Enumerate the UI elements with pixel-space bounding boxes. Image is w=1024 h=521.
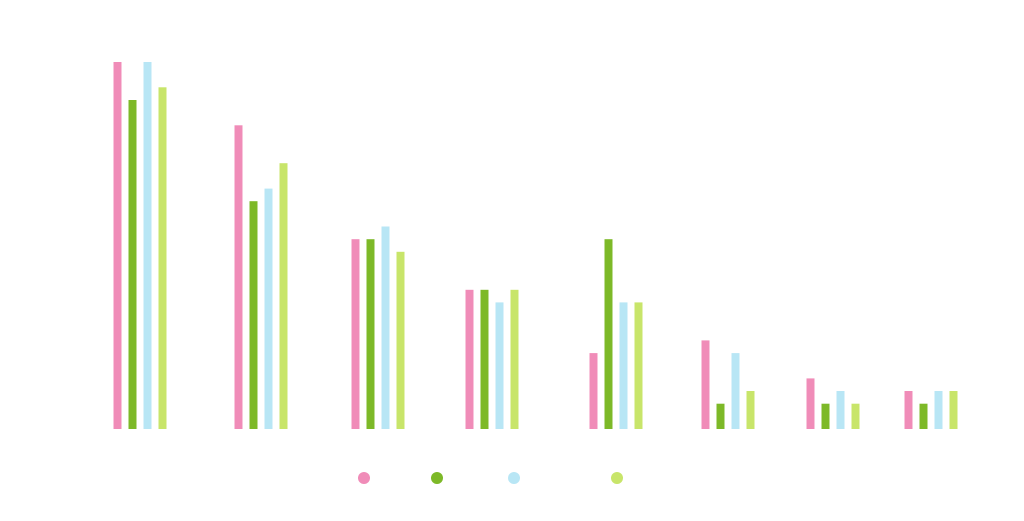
bar-s2-c4 <box>480 289 489 429</box>
legend-item-4 <box>611 472 623 484</box>
bar-s4-c4 <box>510 289 519 429</box>
legend <box>358 472 623 484</box>
bar-s3-c1 <box>143 62 152 429</box>
bar-s1-c3 <box>351 239 360 429</box>
bar-s3-c5 <box>619 302 628 429</box>
bar-s3-c7 <box>836 391 845 429</box>
legend-item-3 <box>508 472 520 484</box>
legend-marker-2 <box>431 472 443 484</box>
bar-s2-c2 <box>249 201 258 429</box>
bar-s1-c2 <box>234 125 243 430</box>
legend-marker-1 <box>358 472 370 484</box>
bar-s4-c8 <box>949 391 958 429</box>
bar-s3-c8 <box>934 391 943 429</box>
legend-item-2 <box>431 472 443 484</box>
bar-s3-c3 <box>381 226 390 429</box>
bar-s3-c2 <box>264 188 273 429</box>
bar-s4-c2 <box>279 163 288 429</box>
bar-s1-c8 <box>904 391 913 429</box>
bar-s4-c7 <box>851 403 860 429</box>
bar-s2-c3 <box>366 239 375 429</box>
legend-marker-4 <box>611 472 623 484</box>
bar-s1-c5 <box>589 353 598 429</box>
bar-s1-c7 <box>806 378 815 429</box>
bars-group <box>113 62 958 430</box>
bar-s2-c7 <box>821 403 830 429</box>
bar-s3-c6 <box>731 353 740 429</box>
bar-s1-c1 <box>113 62 122 429</box>
bar-s4-c5 <box>634 302 643 429</box>
bar-s2-c5 <box>604 239 613 429</box>
bar-s1-c6 <box>701 340 710 429</box>
bar-s2-c6 <box>716 403 725 429</box>
bar-s4-c1 <box>158 87 167 430</box>
bar-s1-c4 <box>465 289 474 429</box>
bar-s4-c6 <box>746 391 755 429</box>
bar-s3-c4 <box>495 302 504 429</box>
legend-marker-3 <box>508 472 520 484</box>
bar-s4-c3 <box>396 251 405 429</box>
legend-item-1 <box>358 472 370 484</box>
bar-s2-c8 <box>919 403 928 429</box>
bar-s2-c1 <box>128 100 137 429</box>
